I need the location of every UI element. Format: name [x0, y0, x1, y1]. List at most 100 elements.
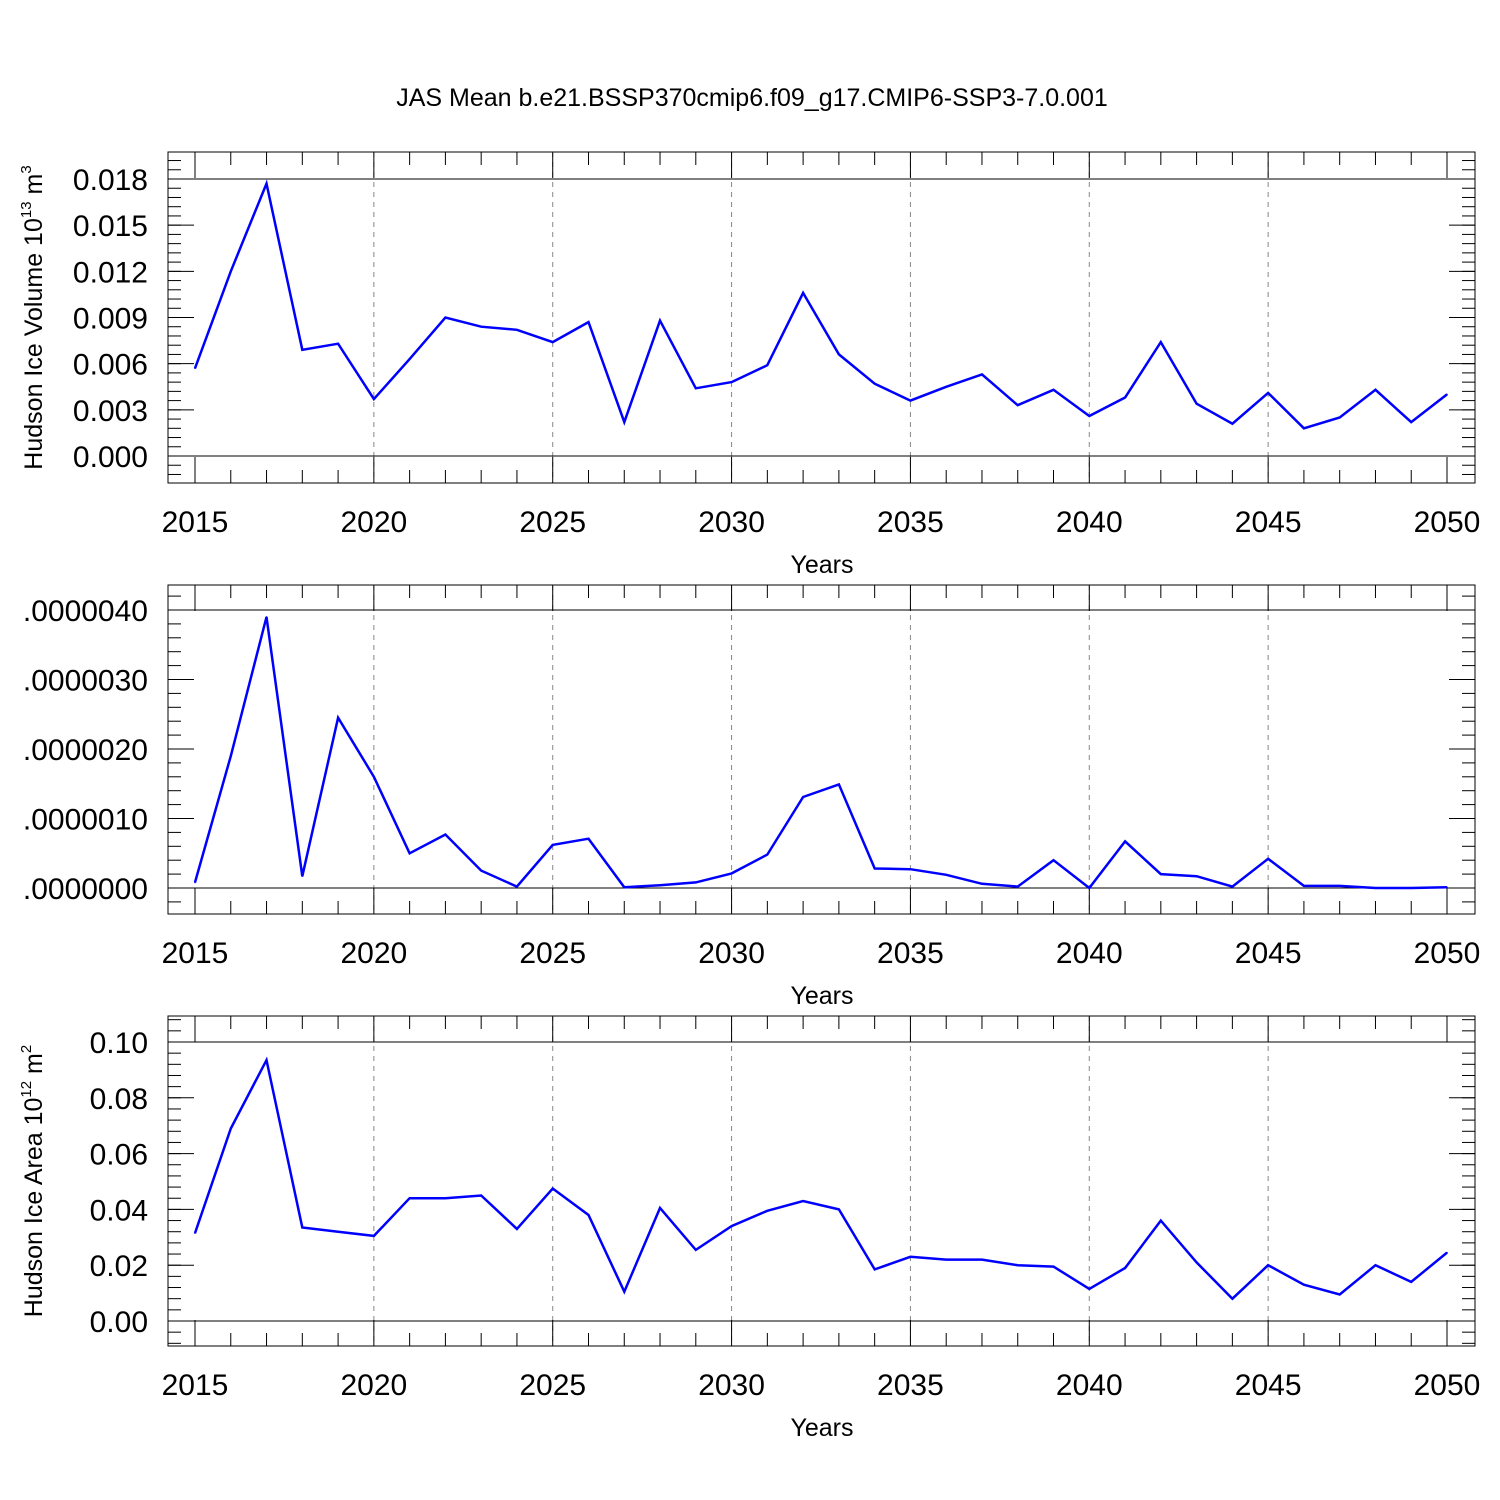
data-point [695, 1249, 697, 1251]
data-point [1231, 1297, 1234, 1300]
y-tick-label: 0.00 [90, 1306, 148, 1339]
data-point [1016, 885, 1019, 888]
data-point [265, 1059, 268, 1061]
data-point [1052, 1265, 1055, 1268]
series-line [193, 616, 1448, 890]
y-axis-label: Hudson Ice Volume 1013 m3 [18, 165, 48, 469]
data-point [337, 716, 339, 719]
data-point [1016, 1264, 1019, 1266]
data-point [587, 837, 590, 840]
data-point [1052, 389, 1055, 391]
data-point [981, 883, 983, 885]
x-tick-label: 2045 [1235, 937, 1302, 970]
y-axis-label: Hudson Ice Area 1012 m2 [18, 1045, 48, 1317]
x-tick-label: 2050 [1414, 1369, 1481, 1402]
data-point [516, 1228, 518, 1230]
data-point [1195, 875, 1198, 877]
data-point [1410, 421, 1413, 423]
x-tick-label: 2015 [162, 937, 229, 970]
data-point [1052, 859, 1055, 861]
data-point [909, 1256, 912, 1258]
x-tick-label: 2015 [162, 1369, 229, 1402]
y-tick-label: 0.012 [73, 256, 148, 289]
data-point [1303, 885, 1305, 887]
data-point [1303, 1283, 1305, 1286]
data-point [1446, 393, 1448, 396]
data-point [551, 341, 554, 343]
data-point [1338, 1293, 1341, 1296]
x-axis-label: Years [790, 551, 853, 579]
chart-panel-1: 0.000 0.003 0.006 0.009 0.012 0.015 0.018 2015 2… [18, 151, 1481, 579]
data-point [623, 886, 626, 889]
series-line [193, 179, 1448, 430]
data-point [480, 1194, 482, 1197]
y-tick-label: 0.006 [73, 349, 148, 382]
x-tick-label: 2030 [698, 1369, 765, 1402]
data-point [587, 321, 590, 323]
data-point [838, 1208, 840, 1211]
data-point [229, 270, 232, 273]
x-tick-label: 2030 [698, 506, 765, 539]
data-point [623, 1290, 626, 1293]
data-point [945, 873, 947, 876]
data-point [1195, 402, 1198, 405]
data-point [659, 884, 661, 887]
y-tick-label: 0.009 [73, 303, 148, 336]
data-point [909, 399, 912, 402]
data-point [981, 373, 983, 376]
y-tick-label: 0.000 [73, 441, 148, 474]
y-tick-label: 0.04 [90, 1194, 148, 1227]
x-tick-label: 2020 [340, 1369, 407, 1402]
x-tick-label: 2045 [1235, 1369, 1302, 1402]
data-point [229, 755, 232, 757]
data-point [1267, 392, 1269, 394]
data-point [802, 796, 804, 798]
data-point [1267, 858, 1269, 860]
data-point [444, 1197, 447, 1200]
y-tick-label: 0.08 [90, 1083, 148, 1116]
data-point [766, 1209, 769, 1212]
data-point [838, 353, 840, 356]
data-point [1088, 887, 1091, 889]
x-tick-label: 2050 [1414, 506, 1481, 539]
y-tick-label: 0.018 [73, 164, 148, 197]
data-point [1338, 885, 1341, 887]
data-point [1088, 415, 1091, 417]
y-tick-label: .0000010 [23, 804, 148, 837]
data-point [516, 329, 518, 331]
data-point [730, 872, 733, 875]
y-tick-label: 0.015 [73, 210, 148, 243]
data-point [1231, 422, 1234, 425]
x-tick-label: 2035 [877, 1369, 944, 1402]
data-point [337, 342, 339, 345]
data-point [623, 421, 626, 423]
x-tick-label: 2020 [340, 937, 407, 970]
x-tick-label: 2040 [1056, 506, 1123, 539]
data-point [1088, 1288, 1091, 1290]
x-tick-label: 2020 [340, 506, 407, 539]
data-point [1446, 886, 1448, 889]
y-tick-label: .0000040 [23, 595, 148, 628]
data-point [1410, 1281, 1413, 1283]
x-axis-label: Years [790, 1414, 853, 1442]
data-point [265, 616, 268, 618]
data-point [1374, 887, 1377, 889]
x-tick-label: 2040 [1056, 937, 1123, 970]
x-tick-label: 2050 [1414, 937, 1481, 970]
data-point [408, 358, 411, 360]
data-point [981, 1258, 983, 1261]
plot-frame [167, 1015, 1476, 1347]
data-point [265, 182, 268, 185]
data-point [480, 325, 482, 328]
data-point [873, 867, 876, 870]
y-tick-label: .0000020 [23, 734, 148, 767]
data-point [551, 1187, 554, 1190]
y-tick-label: .0000030 [23, 665, 148, 698]
data-point [873, 382, 876, 385]
data-point [301, 1226, 304, 1229]
data-point [659, 1207, 661, 1209]
data-point [444, 833, 447, 836]
data-point [1267, 1264, 1269, 1266]
x-tick-label: 2015 [162, 506, 229, 539]
